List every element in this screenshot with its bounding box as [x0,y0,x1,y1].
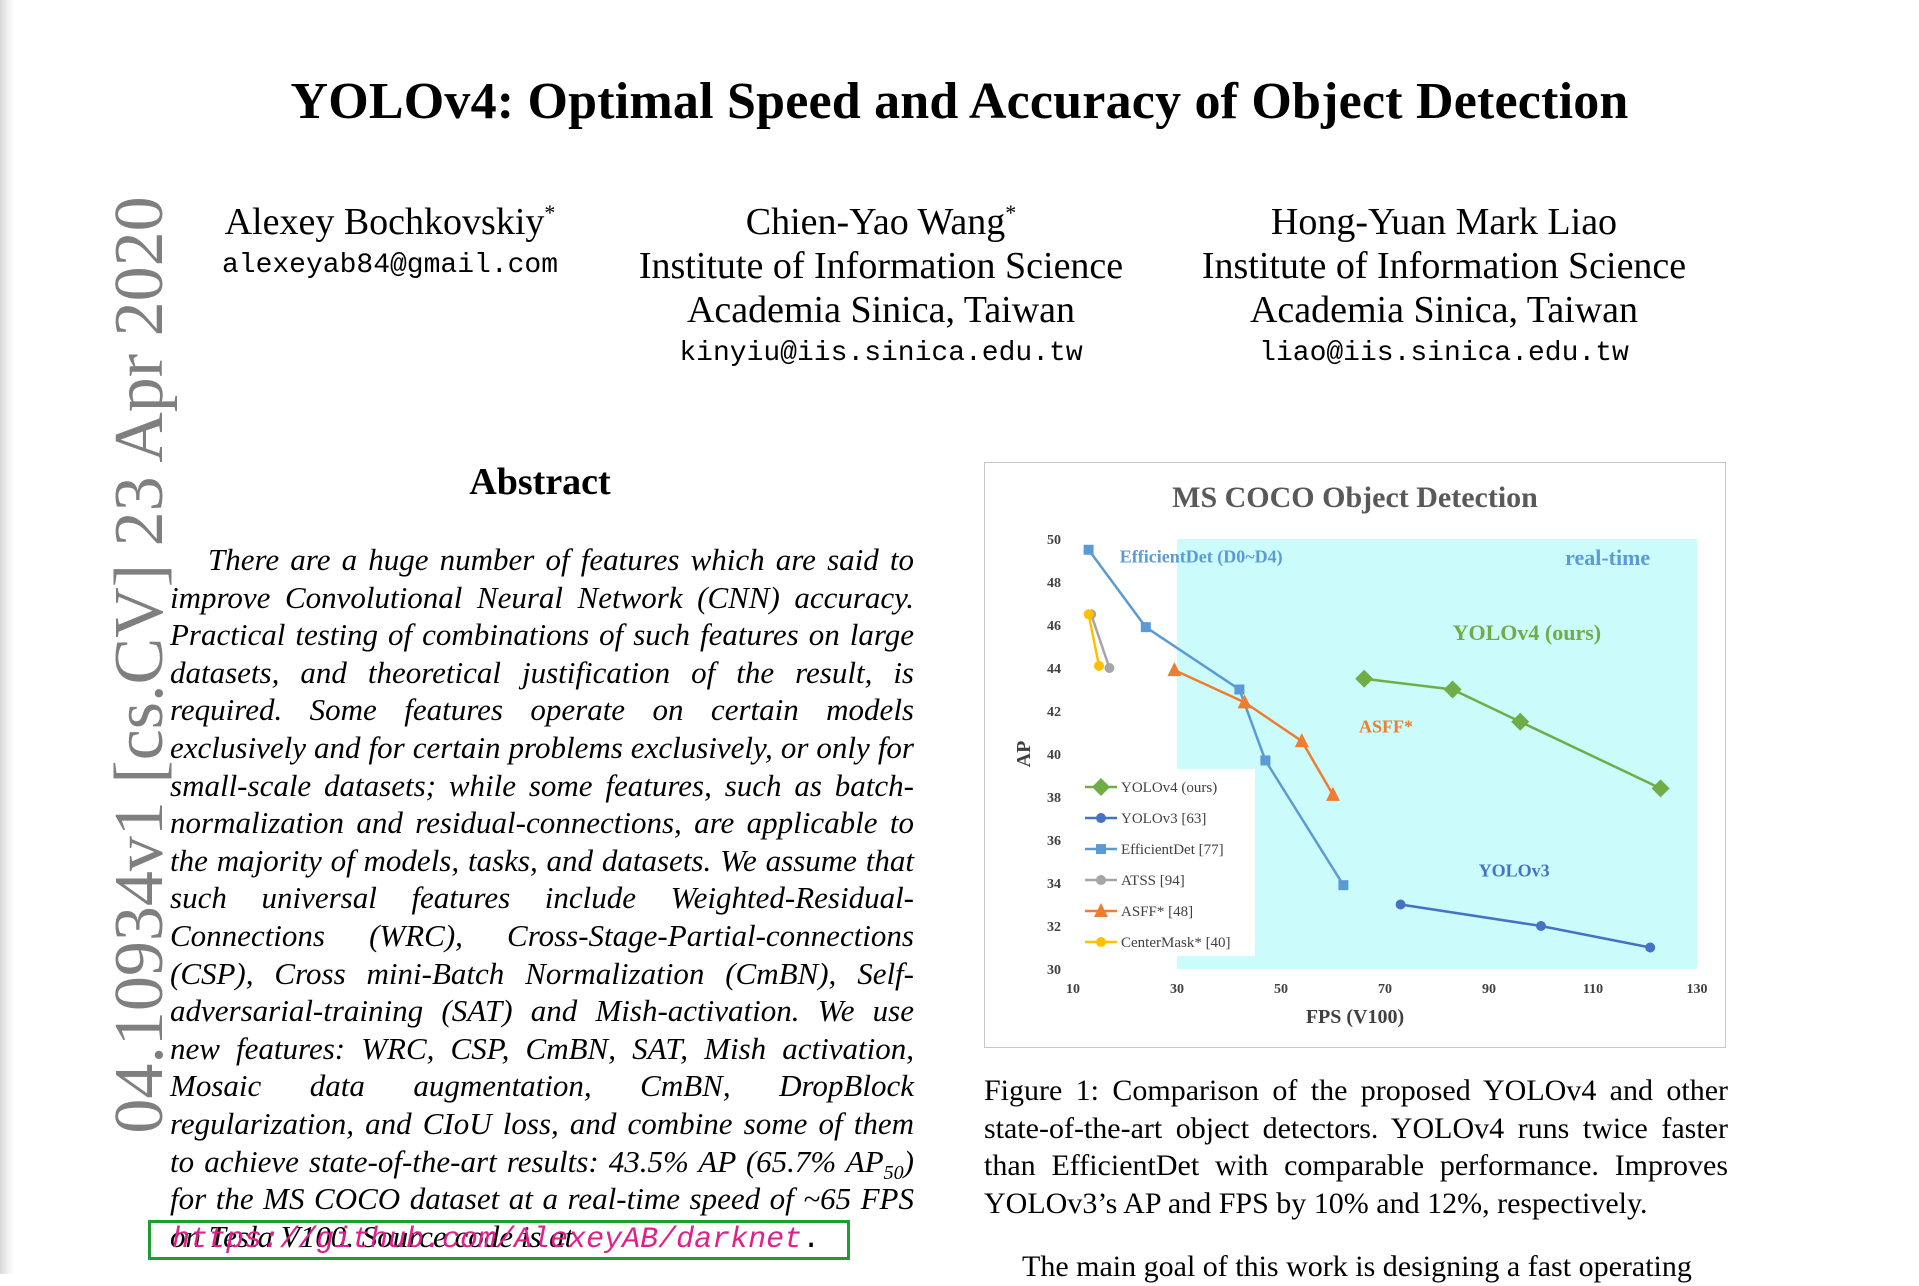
page-edge [0,0,14,1274]
y-tick-label: 42 [1047,705,1061,720]
data-point [1096,937,1106,948]
legend-entry: EfficientDet [77] [1121,842,1224,858]
series-line [1173,669,1335,796]
legend-entry: ATSS [94] [1121,873,1185,889]
author-email: kinyiu@iis.sinica.edu.tw [679,338,1083,369]
chart-annotation: real-time [1565,545,1650,570]
chart-title: MS COCO Object Detection [1172,481,1538,514]
data-point [1083,609,1094,620]
y-tick-label: 48 [1047,576,1061,591]
legend-entry: ASFF* [48] [1121,904,1193,920]
x-tick-label: 70 [1378,982,1392,997]
legend-box [1075,769,1255,957]
author-name: Chien-Yao Wang* [745,200,1017,243]
y-tick-label: 38 [1047,791,1061,806]
y-tick-label: 32 [1047,920,1061,935]
author-name: Alexey Bochkovskiy* [224,200,556,243]
data-point [1094,660,1104,671]
y-tick-label: 34 [1047,877,1061,892]
y-axis-label: AP [1013,741,1035,768]
author-3: Hong-Yuan Mark Liao Institute of Informa… [1164,200,1724,376]
chart-annotation: YOLOv3 [1479,861,1550,881]
next-paragraph: The main goal of this work is designing … [1022,1250,1692,1283]
legend-entry: YOLOv3 [63] [1121,811,1206,827]
data-point [1237,694,1252,709]
data-point [1104,663,1115,673]
data-point [1092,778,1110,797]
data-point [1234,684,1245,695]
link-highlight-box [148,1220,850,1260]
author-institution: Institute of Information Science [638,245,1124,287]
data-point [1083,544,1094,555]
author-1: Alexey Bochkovskiy* alexeyab84@gmail.com [110,200,670,288]
source-code-link[interactable]: https://github.com/AlexeyAB/darknet [172,1223,803,1257]
data-point [1355,669,1374,688]
y-tick-label: 50 [1047,533,1061,548]
data-point [1094,903,1108,918]
author-location: Academia Sinica, Taiwan [1249,289,1639,331]
series-line [1090,613,1111,669]
y-tick-label: 30 [1047,963,1061,978]
data-point [1096,844,1106,855]
series-line [1364,677,1662,790]
data-point [1536,921,1546,931]
abstract-text: There are a huge number of features whic… [170,542,914,1254]
data-point [1443,680,1462,699]
data-point [1167,662,1182,677]
chart-annotation: YOLOv4 (ours) [1453,620,1602,645]
abstract-heading: Abstract [469,461,611,503]
x-tick-label: 110 [1583,982,1603,997]
data-point [1096,875,1106,886]
x-tick-label: 30 [1170,982,1184,997]
data-point [1338,880,1349,891]
data-point [1294,733,1309,748]
x-axis-label: FPS (V100) [1306,1006,1404,1028]
data-point [1651,779,1670,798]
data-point [1260,755,1271,766]
chart-annotation: EfficientDet (D0~D4) [1120,547,1283,568]
paper-title: YOLOv4: Optimal Speed and Accuracy of Ob… [290,73,1629,130]
x-tick-label: 10 [1066,982,1080,997]
figure-frame: MS COCO Object Detection 30 32 34 36 38 40 42 44… [984,462,1726,1048]
chart-svg: MS COCO Object Detection 30 32 34 36 38 40 42 44… [1013,481,1708,1028]
y-tick-label: 36 [1047,834,1061,849]
data-point [1326,786,1340,801]
author-2: Chien-Yao Wang* Institute of Information… [601,200,1161,376]
figure-caption: Figure 1: Comparison of the proposed YOL… [984,1074,1728,1220]
data-point [1395,899,1406,910]
legend-entry: CenterMask* [40] [1121,935,1231,951]
data-point [1096,813,1106,824]
data-point [1645,942,1656,953]
x-tick-label: 50 [1274,982,1288,997]
author-institution: Institute of Information Science [1201,245,1687,287]
x-tick-label: 90 [1482,982,1496,997]
series-line [1087,614,1101,667]
legend-entry: YOLOv4 (ours) [1121,780,1217,796]
author-email: liao@iis.sinica.edu.tw [1259,338,1629,369]
y-tick-label: 40 [1047,748,1061,763]
data-point [1511,712,1530,731]
y-tick-label: 44 [1047,662,1061,677]
author-location: Academia Sinica, Taiwan [686,289,1076,331]
y-tick-label: 46 [1047,619,1061,634]
author-name: Hong-Yuan Mark Liao [1270,201,1618,243]
chart-annotation: ASFF* [1359,717,1413,737]
source-code-link-line: https://github.com/AlexeyAB/darknet. [172,1223,821,1257]
x-tick-label: 130 [1687,982,1708,997]
data-point [1140,622,1151,633]
author-email: alexeyab84@gmail.com [221,250,559,281]
